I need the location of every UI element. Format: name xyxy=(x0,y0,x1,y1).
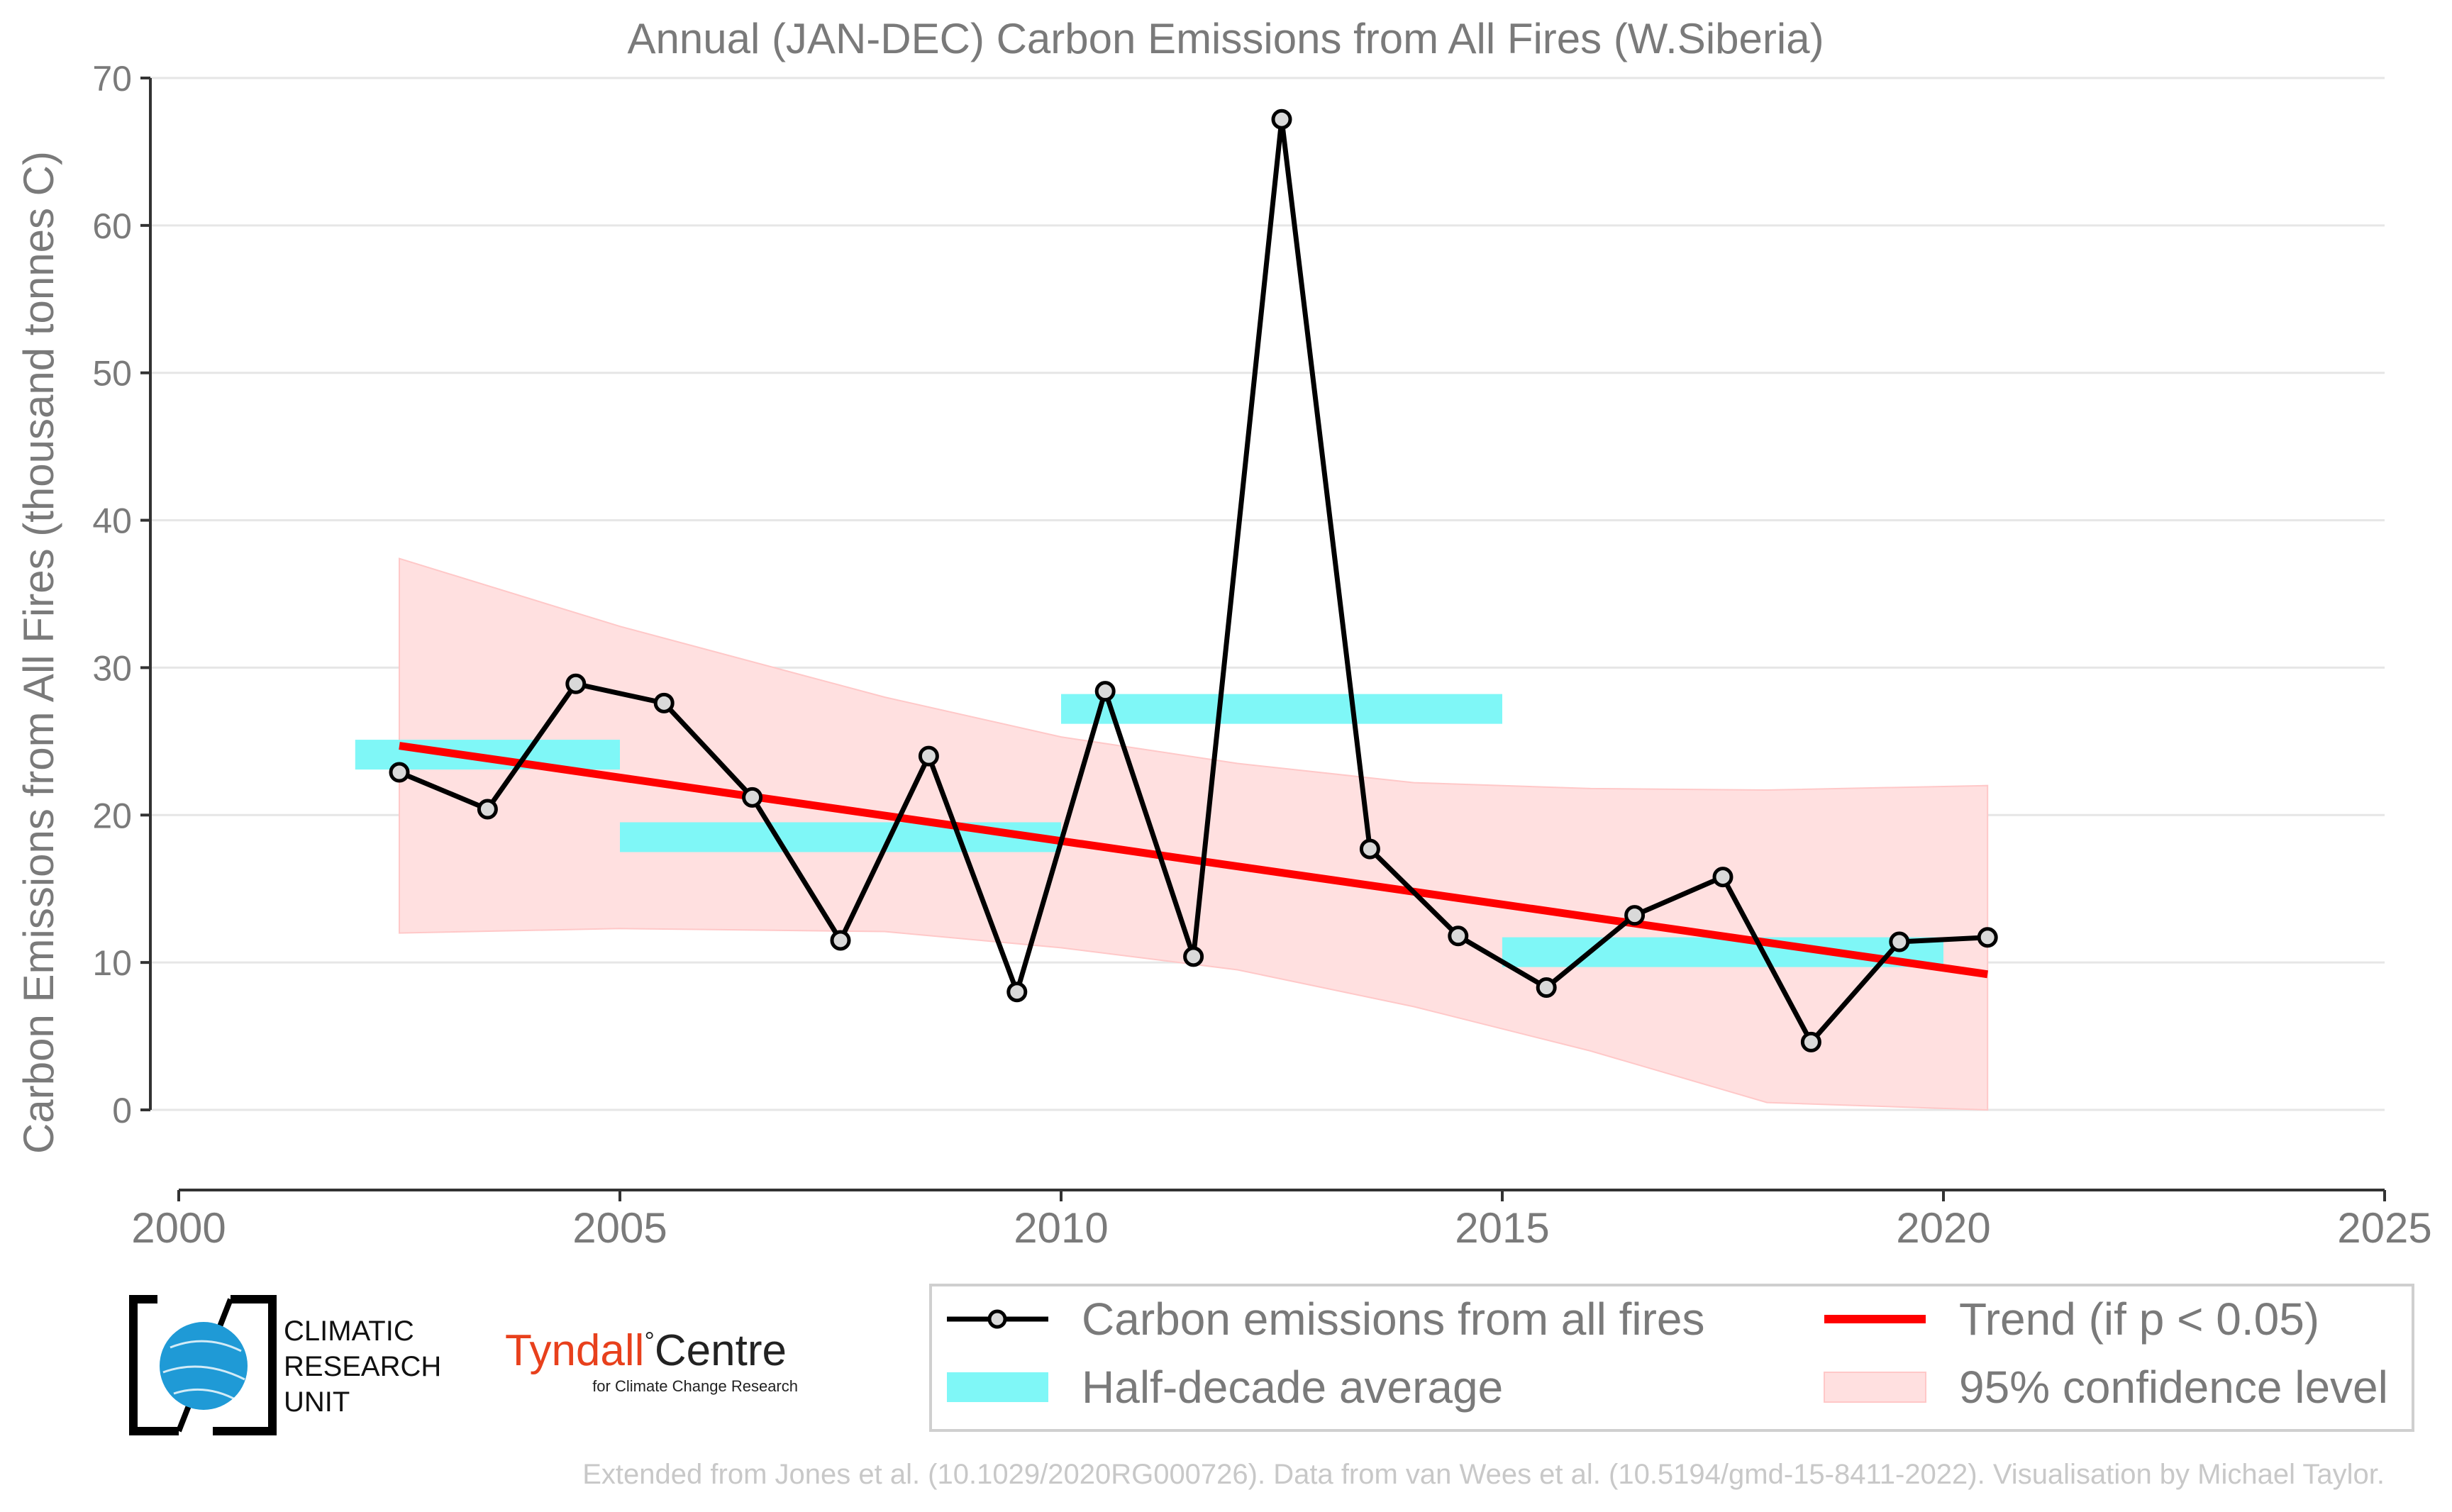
data-point-11 xyxy=(1359,838,1380,860)
y-tick-label-20: 20 xyxy=(92,796,132,835)
cru-logo-bracket-left xyxy=(129,1295,179,1435)
legend-box xyxy=(929,1284,2414,1432)
half-decade-bar-1 xyxy=(620,822,1061,852)
globe-icon xyxy=(160,1322,248,1410)
confidence-band-layer xyxy=(399,557,1989,1111)
cru-logo-line2: RESEARCH xyxy=(284,1351,441,1382)
tyndall-logo-text: Tyndall°Centre xyxy=(505,1326,787,1375)
cru-logo-bracket-right xyxy=(213,1295,277,1435)
legend-confidence-swatch xyxy=(1824,1372,1926,1403)
data-point-9 xyxy=(1183,946,1204,967)
cru-logo: CLIMATIC RESEARCH UNIT xyxy=(129,1295,441,1435)
y-tick-label-10: 10 xyxy=(92,943,132,983)
data-point-1 xyxy=(477,799,498,820)
x-tick-label-2015: 2015 xyxy=(1455,1204,1549,1252)
x-tick-label-2025: 2025 xyxy=(2337,1204,2431,1252)
data-point-10 xyxy=(1271,109,1292,130)
y-tick-label-40: 40 xyxy=(92,501,132,541)
x-tick-label-2020: 2020 xyxy=(1896,1204,1990,1252)
half-decade-bar-3 xyxy=(1502,937,1943,967)
data-point-3 xyxy=(653,692,675,713)
data-point-13 xyxy=(1536,977,1557,998)
x-tick-label-2005: 2005 xyxy=(572,1204,667,1252)
legend-average-label: Half-decade average xyxy=(1082,1362,1503,1413)
y-axis-label: Carbon Emissions from All Fires (thousan… xyxy=(15,151,62,1154)
data-point-18 xyxy=(1977,927,1998,948)
half-decade-bar-2 xyxy=(1061,694,1502,724)
cru-logo-line1: CLIMATIC xyxy=(284,1316,414,1347)
data-point-17 xyxy=(1889,931,1910,952)
chart-title: Annual (JAN-DEC) Carbon Emissions from A… xyxy=(627,15,1824,62)
axes: 0 10 20 30 40 50 60 70 2000 2005 2010 2015 2020 2025 xyxy=(92,59,2431,1252)
footer-credit: Extended from Jones et al. (10.1029/2020… xyxy=(582,1459,2385,1490)
data-point-12 xyxy=(1448,925,1469,947)
data-point-2 xyxy=(565,673,587,694)
data-point-6 xyxy=(918,745,939,767)
data-point-14 xyxy=(1624,905,1646,926)
legend-series-marker-swatch xyxy=(987,1309,1007,1329)
cru-logo-line3: UNIT xyxy=(284,1386,350,1418)
x-tick-label-2010: 2010 xyxy=(1014,1204,1108,1252)
legend-confidence-label: 95% confidence level xyxy=(1959,1362,2388,1413)
legend-series-label: Carbon emissions from all fires xyxy=(1082,1294,1705,1345)
data-point-16 xyxy=(1800,1031,1821,1052)
tyndall-logo-subtitle: for Climate Change Research xyxy=(592,1377,798,1395)
legend-trend-label: Trend (if p < 0.05) xyxy=(1959,1294,2319,1345)
y-tick-label-60: 60 xyxy=(92,206,132,246)
x-tick-label-2000: 2000 xyxy=(131,1204,226,1252)
data-point-7 xyxy=(1006,982,1028,1003)
data-point-8 xyxy=(1094,681,1116,702)
data-point-5 xyxy=(830,930,851,951)
y-tick-label-0: 0 xyxy=(112,1091,132,1130)
trend-line-layer xyxy=(399,742,1988,979)
confidence-band xyxy=(399,557,1989,1111)
y-tick-label-30: 30 xyxy=(92,648,132,688)
trend-line xyxy=(399,742,1988,979)
data-point-15 xyxy=(1712,867,1733,888)
tyndall-logo: Tyndall°Centre for Climate Change Resear… xyxy=(505,1326,798,1395)
y-tick-label-50: 50 xyxy=(92,354,132,394)
globe-lines xyxy=(162,1340,245,1402)
legend: Carbon emissions from all fires Half-dec… xyxy=(929,1284,2414,1432)
series-layer xyxy=(389,109,1998,1052)
legend-average-swatch xyxy=(947,1372,1048,1402)
data-point-4 xyxy=(742,786,763,808)
data-point-0 xyxy=(389,762,410,783)
y-tick-label-70: 70 xyxy=(92,59,132,99)
half-decade-average-layer xyxy=(355,694,1943,967)
